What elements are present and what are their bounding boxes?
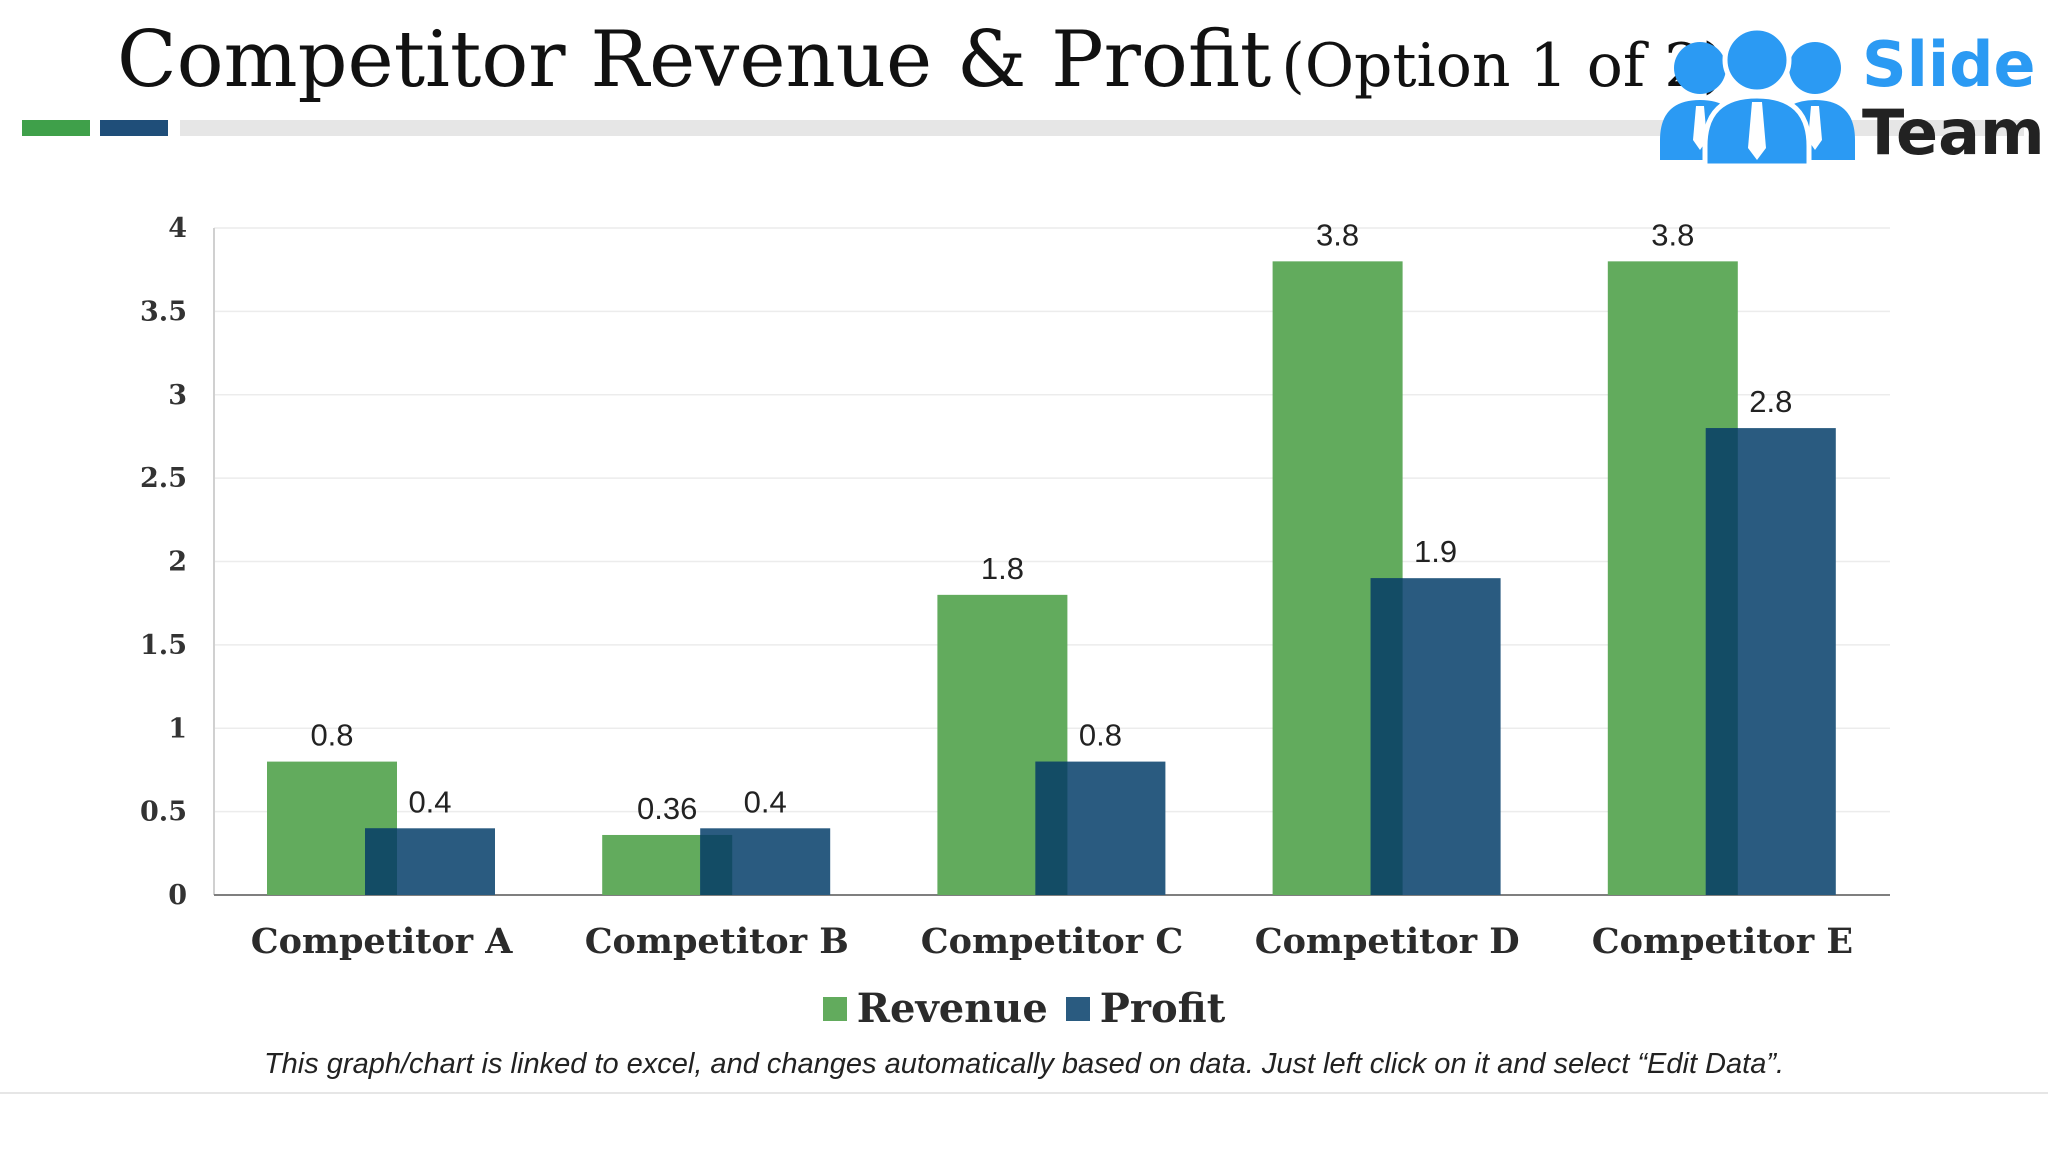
data-label-revenue: 3.8 xyxy=(1651,217,1694,252)
bottom-divider xyxy=(0,1092,2048,1094)
title-main: Competitor Revenue & Profit xyxy=(117,15,1272,105)
footnote: This graph/chart is linked to excel, and… xyxy=(263,1048,1785,1080)
accent-bar-green xyxy=(22,120,90,136)
slideteam-logo: Slide Team xyxy=(1660,25,2045,169)
x-tick-label: Competitor B xyxy=(585,921,849,962)
data-label-profit: 0.4 xyxy=(744,784,787,819)
bar-overlap xyxy=(1035,761,1068,895)
bar-overlap xyxy=(365,828,397,895)
people-group-icon xyxy=(1660,25,1855,169)
y-tick-label: 4 xyxy=(168,213,187,244)
accent-bar-blue xyxy=(100,120,168,136)
legend-swatch-revenue xyxy=(822,996,847,1021)
y-tick-label: 0 xyxy=(168,880,187,911)
data-label-revenue: 3.8 xyxy=(1316,217,1359,252)
slide-title: Competitor Revenue & Profit (Option 1 of… xyxy=(117,14,1726,108)
legend-label-revenue: Revenue xyxy=(856,985,1048,1032)
y-tick-label: 2.5 xyxy=(140,463,187,494)
data-label-profit: 2.8 xyxy=(1749,384,1792,419)
x-tick-label: Competitor A xyxy=(251,921,514,962)
legend-item-profit: Profit xyxy=(1065,985,1226,1032)
x-tick-label: Competitor E xyxy=(1592,921,1853,962)
data-label-profit: 0.8 xyxy=(1079,718,1122,753)
logo-text-team: Team xyxy=(1862,96,2045,169)
chart-legend: Revenue Profit xyxy=(0,985,2048,1032)
title-option: (Option 1 of 2) xyxy=(1281,31,1726,101)
data-label-revenue: 0.36 xyxy=(637,791,697,826)
legend-swatch-profit xyxy=(1065,996,1090,1021)
y-tick-label: 1.5 xyxy=(140,630,187,661)
bar-overlap xyxy=(1370,578,1403,895)
y-tick-label: 3.5 xyxy=(140,296,187,327)
y-tick-label: 0.5 xyxy=(140,797,187,828)
legend-item-revenue: Revenue xyxy=(822,985,1048,1032)
x-tick-label: Competitor C xyxy=(921,921,1183,962)
y-tick-label: 1 xyxy=(168,713,187,744)
bar-overlap xyxy=(1705,428,1738,895)
legend-label-profit: Profit xyxy=(1099,985,1226,1032)
data-label-revenue: 0.8 xyxy=(310,718,353,753)
title-underline xyxy=(180,120,2024,136)
bar-overlap xyxy=(700,834,733,895)
data-label-profit: 0.4 xyxy=(408,784,451,819)
x-tick-label: Competitor D xyxy=(1255,921,1520,962)
data-label-revenue: 1.8 xyxy=(981,551,1024,586)
data-label-profit: 1.9 xyxy=(1414,534,1457,569)
bar-chart: 0 0.5 1 1.5 2 2.5 3 3.5 4 0.8 0.4 Competitor A 0.36 0… xyxy=(140,213,1890,962)
logo-text-slide: Slide xyxy=(1862,28,2036,101)
y-tick-label: 2 xyxy=(168,547,187,578)
y-tick-label: 3 xyxy=(168,380,187,411)
